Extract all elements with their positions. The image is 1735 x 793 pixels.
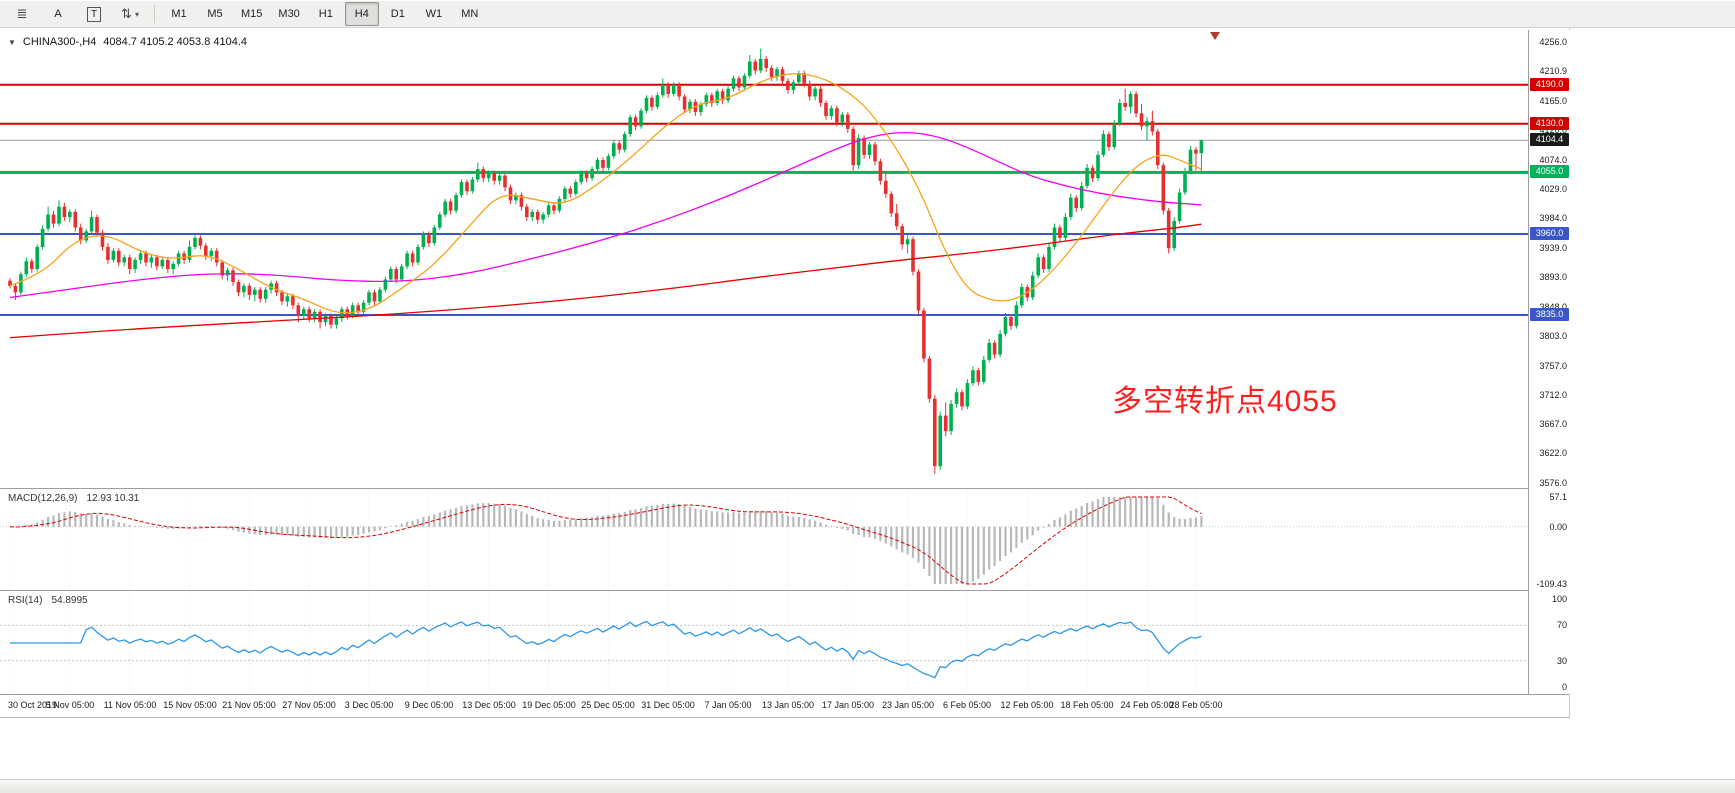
- price-tick: 3939.0: [1539, 243, 1567, 253]
- rsi-name: RSI(14): [8, 595, 43, 606]
- time-label: 27 Nov 05:00: [282, 700, 336, 710]
- timeframe-d1[interactable]: D1: [390, 8, 405, 20]
- rsi-tick: 100: [1551, 594, 1567, 604]
- price-tick: 3984.0: [1539, 213, 1567, 223]
- time-label: 17 Jan 05:00: [821, 700, 875, 710]
- bid-price-chip: 4104.4: [1530, 133, 1569, 146]
- macd-name: MACD(12,26,9): [8, 493, 78, 504]
- price-tick: 3848.0: [1539, 302, 1567, 312]
- rsi-panel[interactable]: RSI(14) 54.8995: [0, 591, 1528, 694]
- price-tick: 3712.0: [1539, 390, 1567, 400]
- time-label: 15 Nov 05:00: [163, 700, 217, 710]
- price-tick: 4029.0: [1539, 184, 1567, 194]
- price-tick: 4074.0: [1539, 155, 1567, 165]
- time-axis[interactable]: 30 Oct 2019 5 Nov 05:00 11 Nov 05:00 15 Nov…: [0, 695, 1528, 716]
- price-tick: 3757.0: [1539, 361, 1567, 371]
- candlestick-chart[interactable]: [0, 30, 1528, 488]
- macd-tick: 57.1: [1549, 492, 1567, 502]
- rsi-tick: 70: [1556, 620, 1567, 630]
- price-tick: 3803.0: [1539, 331, 1567, 341]
- time-label: 25 Dec 05:00: [581, 700, 635, 710]
- macd-label: MACD(12,26,9) 12.93 10.31: [8, 493, 139, 504]
- chart-rows-icon[interactable]: ≣: [5, 2, 39, 26]
- rows-icon: ≣: [16, 6, 28, 21]
- price-tick: 4165.0: [1539, 96, 1567, 106]
- price-tick: 4210.9: [1539, 66, 1567, 76]
- panel-separator[interactable]: [0, 694, 1569, 695]
- symbol-header: ▼ CHINA300-,H4 4084.7 4105.2 4053.8 4104…: [8, 36, 247, 48]
- time-label: 23 Jan 05:00: [881, 700, 935, 710]
- rsi-chart[interactable]: [0, 591, 1528, 694]
- time-label: 7 Jan 05:00: [704, 700, 752, 710]
- chart-window: ▼ CHINA300-,H4 4084.7 4105.2 4053.8 4104…: [0, 28, 1570, 718]
- macd-tick: -109.43: [1536, 579, 1567, 589]
- time-label: 30 Oct 2019: [8, 700, 58, 710]
- time-label: 28 Feb 05:00: [1169, 700, 1223, 710]
- price-tick: 3893.0: [1539, 272, 1567, 282]
- ohlc-values: 4084.7 4105.2 4053.8 4104.4: [103, 36, 248, 48]
- annotation-text: 多空转折点4055: [1112, 385, 1338, 418]
- rsi-tick: 30: [1556, 656, 1567, 666]
- price-tick: 4120.0: [1539, 125, 1567, 135]
- macd-values: 12.93 10.31: [86, 493, 140, 504]
- time-label: 13 Dec 05:00: [462, 700, 516, 710]
- symbol-label: CHINA300-,H4: [22, 36, 97, 48]
- macd-chart[interactable]: [0, 489, 1528, 590]
- price-axis[interactable]: 4256.0 4210.9 4165.0 4120.0 4074.0 4029.0 3984…: [1528, 30, 1570, 694]
- chevron-down-icon: ▾: [134, 9, 139, 19]
- macd-tick: 0.00: [1549, 522, 1567, 532]
- rsi-label: RSI(14) 54.8995: [8, 595, 88, 606]
- time-label: 21 Nov 05:00: [222, 700, 276, 710]
- timeframe-group: M1 M5 M15 M30 H1 H4 D1 W1 MN: [161, 2, 488, 26]
- time-label: 11 Nov 05:00: [103, 700, 157, 710]
- rsi-tick: 0: [1561, 682, 1567, 692]
- letter-t-icon: T: [86, 6, 102, 22]
- cursor-arrows-icon: ⇅: [121, 6, 132, 21]
- timeframe-mn[interactable]: MN: [461, 8, 479, 20]
- level-price-chip: 4055.0: [1530, 165, 1569, 178]
- collapse-triangle-icon[interactable]: ▼: [8, 37, 16, 47]
- time-label: 18 Feb 05:00: [1060, 700, 1114, 710]
- time-label: 12 Feb 05:00: [1000, 700, 1054, 710]
- time-label: 9 Dec 05:00: [404, 700, 454, 710]
- timeframe-h1[interactable]: H1: [318, 8, 333, 20]
- level-price-chip: 4130.0: [1530, 117, 1569, 130]
- level-price-chip: 3835.0: [1530, 308, 1569, 321]
- timeframe-h4[interactable]: H4: [344, 2, 379, 26]
- time-label: 3 Dec 05:00: [344, 700, 394, 710]
- price-tick: 3576.0: [1539, 478, 1567, 488]
- chart-shift-marker-icon[interactable]: [1210, 32, 1220, 40]
- label-a-tool-button[interactable]: A: [41, 2, 75, 26]
- horizontal-scrollbar[interactable]: [0, 779, 1735, 793]
- toolbar-separator: [154, 5, 155, 23]
- price-tick: 4256.0: [1539, 37, 1567, 47]
- level-price-chip: 3960.0: [1530, 227, 1569, 240]
- macd-panel[interactable]: MACD(12,26,9) 12.93 10.31: [0, 489, 1528, 590]
- time-label: 31 Dec 05:00: [641, 700, 695, 710]
- cursor-tool-button[interactable]: ⇅ ▾: [113, 2, 147, 26]
- time-label: 24 Feb 05:00: [1120, 700, 1174, 710]
- time-label: 6 Feb 05:00: [942, 700, 992, 710]
- timeframe-w1[interactable]: W1: [425, 8, 443, 20]
- text-tool-button[interactable]: T: [77, 2, 111, 26]
- timeframe-m1[interactable]: M1: [171, 8, 187, 20]
- price-tick: 3667.0: [1539, 419, 1567, 429]
- timeframe-m15[interactable]: M15: [241, 8, 263, 20]
- rsi-value: 54.8995: [51, 595, 88, 606]
- level-price-chip: 4190.0: [1530, 78, 1569, 91]
- time-label: 5 Nov 05:00: [45, 700, 95, 710]
- letter-a-icon: A: [54, 8, 62, 20]
- timeframe-m30[interactable]: M30: [278, 8, 300, 20]
- main-toolbar: ≣ A T ⇅ ▾ M1 M5 M15 M30 H1 H4 D1 W1 MN: [0, 0, 1735, 28]
- timeframe-m5[interactable]: M5: [207, 8, 223, 20]
- panel-separator[interactable]: [0, 590, 1569, 591]
- time-label: 13 Jan 05:00: [761, 700, 815, 710]
- price-panel[interactable]: ▼ CHINA300-,H4 4084.7 4105.2 4053.8 4104…: [0, 30, 1528, 488]
- time-label: 19 Dec 05:00: [522, 700, 576, 710]
- price-tick: 3622.0: [1539, 448, 1567, 458]
- panel-separator[interactable]: [0, 488, 1569, 489]
